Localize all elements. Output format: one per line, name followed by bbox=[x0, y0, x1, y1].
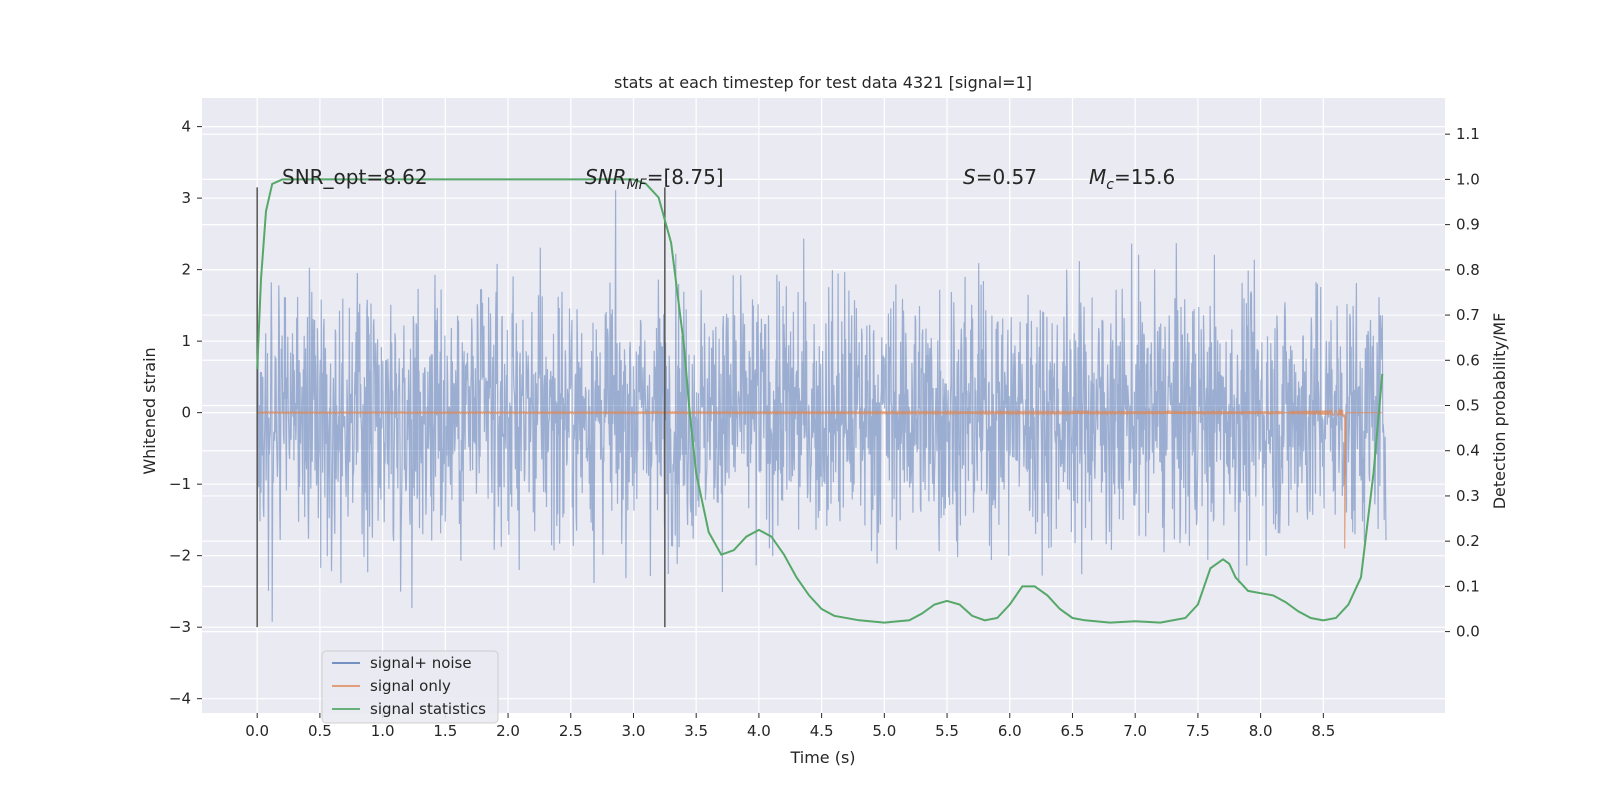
annotation-snr-mf: SNRMF=[8.75] bbox=[585, 165, 724, 193]
annotation-mc: Mc=15.6 bbox=[1089, 165, 1175, 193]
y-tick-label: 0 bbox=[181, 404, 191, 422]
legend: signal+ noise signal only signal statist… bbox=[321, 650, 499, 724]
x-tick-label: 1.0 bbox=[371, 722, 395, 740]
x-tick-label: 2.5 bbox=[559, 722, 583, 740]
y-tick-label: −4 bbox=[169, 690, 191, 708]
series-signal-only-line bbox=[256, 407, 1383, 549]
y2-tick-label: 1.1 bbox=[1456, 125, 1480, 143]
y-tick-label: 3 bbox=[181, 189, 191, 207]
y2-tick-label: 0.3 bbox=[1456, 487, 1480, 505]
annotation-snr-mf-value: =[8.75] bbox=[647, 165, 724, 189]
x-tick-label: 0.0 bbox=[245, 722, 269, 740]
x-tick-label: 6.5 bbox=[1061, 722, 1085, 740]
x-tick-label: 0.5 bbox=[308, 722, 332, 740]
y2-tick-label: 0.0 bbox=[1456, 623, 1480, 641]
annotation-mc-label: M bbox=[1089, 165, 1106, 189]
y-tick-label: −2 bbox=[169, 547, 191, 565]
legend-label-signal-only: signal only bbox=[370, 677, 451, 695]
x-tick-label: 2.0 bbox=[496, 722, 520, 740]
annotation-snr-mf-subscript: MF bbox=[627, 177, 648, 193]
y2-axis-title: Detection probability/MF bbox=[1490, 313, 1509, 510]
x-tick-label: 1.5 bbox=[433, 722, 457, 740]
y2-tick-label: 1.0 bbox=[1456, 170, 1480, 188]
x-tick-label: 8.0 bbox=[1249, 722, 1273, 740]
x-tick-label: 7.0 bbox=[1123, 722, 1147, 740]
x-tick-label: 5.0 bbox=[872, 722, 896, 740]
x-axis-title: Time (s) bbox=[789, 748, 855, 767]
annotation-s-label: S bbox=[963, 165, 976, 189]
y2-tick-label: 0.8 bbox=[1456, 261, 1480, 279]
x-tick-label: 4.5 bbox=[810, 722, 834, 740]
annotation-mc-value: =15.6 bbox=[1114, 165, 1175, 189]
y-axis-title: Whitened strain bbox=[140, 347, 159, 474]
x-tick-label: 8.5 bbox=[1311, 722, 1335, 740]
x-axis: 0.0 0.5 1.0 1.5 2.0 2.5 3.0 3.5 4.0 4.5 5.0 5.5 6.0 6… bbox=[245, 713, 1335, 740]
y-tick-label: 1 bbox=[181, 332, 191, 350]
y-axis-left: 4 3 2 1 0 −1 −2 −3 −4 bbox=[169, 118, 202, 708]
series-signal-statistics-line bbox=[256, 178, 1384, 624]
annotation-mc-subscript: c bbox=[1106, 177, 1114, 193]
annotation-s: S=0.57 bbox=[963, 165, 1037, 189]
y2-tick-label: 0.4 bbox=[1456, 442, 1480, 460]
legend-label-signal-noise: signal+ noise bbox=[370, 654, 472, 672]
annotation-snr-mf-label: SNR bbox=[585, 165, 627, 189]
annotation-s-value: =0.57 bbox=[976, 165, 1037, 189]
y2-tick-label: 0.7 bbox=[1456, 306, 1480, 324]
y-tick-label: 2 bbox=[181, 261, 191, 279]
x-tick-label: 7.5 bbox=[1186, 722, 1210, 740]
x-tick-label: 3.0 bbox=[622, 722, 646, 740]
x-tick-label: 3.5 bbox=[684, 722, 708, 740]
y2-tick-label: 0.1 bbox=[1456, 577, 1480, 595]
legend-label-signal-statistics: signal statistics bbox=[370, 700, 486, 718]
series-signal-noise-line bbox=[256, 190, 1387, 622]
y2-tick-label: 0.5 bbox=[1456, 397, 1480, 415]
y-tick-label: 4 bbox=[181, 118, 191, 136]
y-tick-label: −1 bbox=[169, 475, 191, 493]
y-axis-right: 1.1 1.0 0.9 0.8 0.7 0.6 0.5 0.4 0.3 0.2 0.1 0.0 bbox=[1445, 125, 1480, 641]
x-tick-label: 4.0 bbox=[747, 722, 771, 740]
y2-tick-label: 0.2 bbox=[1456, 532, 1480, 550]
chart-title: stats at each timestep for test data 432… bbox=[614, 73, 1032, 92]
y-tick-label: −3 bbox=[169, 618, 191, 636]
x-tick-label: 6.0 bbox=[998, 722, 1022, 740]
annotation-snr-opt: SNR_opt=8.62 bbox=[282, 165, 428, 189]
y2-tick-label: 0.9 bbox=[1456, 216, 1480, 234]
x-tick-label: 5.5 bbox=[935, 722, 959, 740]
y2-tick-label: 0.6 bbox=[1456, 351, 1480, 369]
legend-box bbox=[321, 650, 499, 724]
